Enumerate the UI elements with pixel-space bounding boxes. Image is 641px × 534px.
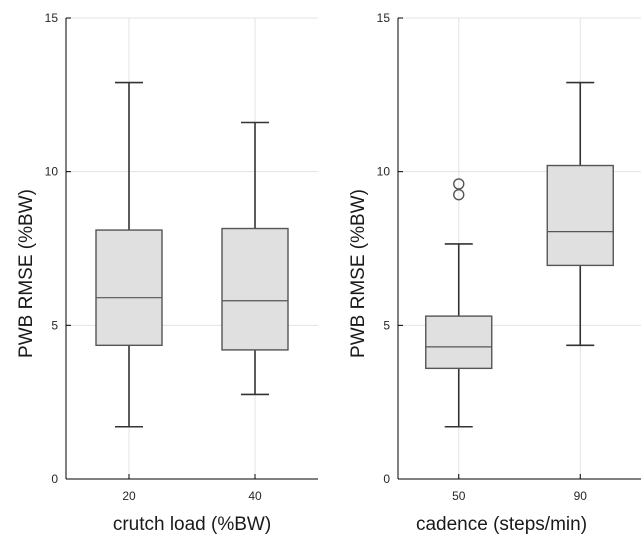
x-tick-label: 50 (452, 489, 466, 503)
y-tick-label: 5 (383, 318, 390, 332)
y-tick-label: 0 (51, 472, 58, 486)
chart-panel-1: 0 5 10 15 20 40 crutch load (%BW) PWB RMSE (%BW… (16, 11, 318, 534)
box-iqr (221, 227, 289, 351)
y-axis-label: PWB RMSE (%BW) (16, 189, 37, 358)
box-plot-40 (221, 121, 289, 396)
y-tick-label: 5 (51, 318, 58, 332)
y-tick-label: 10 (45, 165, 59, 179)
y-axis-label: PWB RMSE (%BW) (348, 189, 369, 358)
y-tick-label: 10 (377, 165, 391, 179)
box-plot-90 (546, 81, 614, 347)
box-plot-20 (95, 81, 163, 428)
y-tick-label: 15 (45, 11, 59, 25)
outlier-point (453, 178, 465, 190)
y-tick-label: 0 (383, 472, 390, 486)
chart-panel-2: 0 5 10 15 50 90 cadence (steps/min) PWB RMSE (%… (348, 11, 641, 534)
box-iqr (425, 315, 493, 370)
y-tick-label: 15 (377, 11, 391, 25)
box-iqr (546, 164, 614, 267)
outlier-point (453, 189, 465, 201)
x-tick-label: 90 (574, 489, 588, 503)
x-axis-label: crutch load (%BW) (113, 514, 271, 534)
x-tick-label: 20 (122, 489, 136, 503)
box-plot-50 (425, 178, 493, 428)
x-axis-label: cadence (steps/min) (416, 514, 587, 534)
box-iqr (95, 229, 163, 347)
x-tick-label: 40 (248, 489, 262, 503)
